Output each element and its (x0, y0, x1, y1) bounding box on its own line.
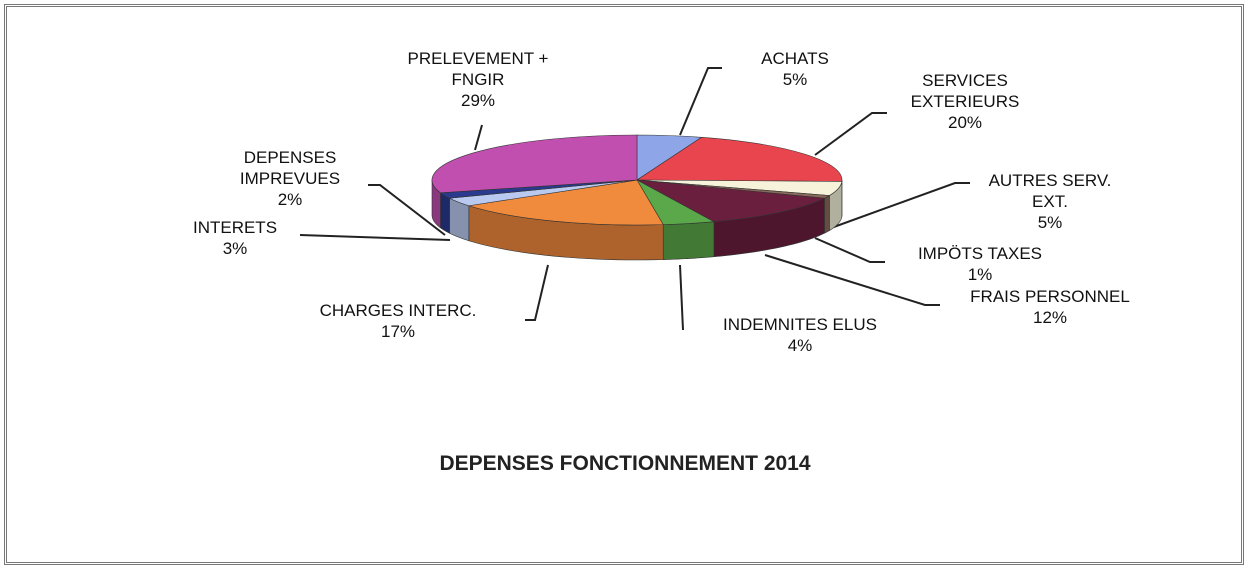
pie-slice (431, 134, 638, 194)
leader-line (764, 254, 940, 306)
slice-value: 4% (787, 336, 813, 355)
leader-lines (299, 67, 970, 331)
leader-line (525, 264, 549, 321)
leader-line (814, 112, 887, 156)
slice-label: CHARGES INTERC. 17% (298, 300, 498, 342)
chart-frame (4, 4, 1244, 565)
leader-line (679, 264, 684, 331)
slice-value: 29% (460, 91, 496, 110)
pie-slice-side (440, 192, 450, 234)
slice-name: FRAIS PERSONNEL (970, 287, 1130, 306)
slice-name: ACHATS (761, 49, 829, 68)
pie-slice-side (662, 221, 715, 260)
chart-title: DEPENSES FONCTIONNEMENT 2014 (439, 452, 811, 475)
slice-name: CHARGES INTERC. (319, 301, 477, 320)
slice-value: 5% (782, 70, 808, 89)
slice-label: AUTRES SERV. EXT. 5% (980, 170, 1120, 233)
slice-value: 3% (222, 239, 248, 258)
pie-slice (468, 179, 664, 226)
leader-line (368, 184, 446, 236)
slice-label: IMPÖTS TAXES 1% (880, 243, 1080, 285)
slice-value: 5% (1037, 213, 1063, 232)
slice-name: SERVICES EXTERIEURS (910, 71, 1020, 111)
slice-name: IMPÖTS TAXES (917, 244, 1043, 263)
leader-line (474, 124, 483, 151)
pie-slice-side (824, 195, 830, 234)
slice-name: AUTRES SERV. EXT. (988, 171, 1112, 211)
leader-line (679, 67, 722, 136)
slice-label: INTERETS 3% (165, 217, 305, 259)
leader-line (299, 234, 451, 241)
slice-label: ACHATS 5% (735, 48, 855, 90)
slice-name: PRELEVEMENT + FNGIR (407, 49, 549, 89)
slice-label: PRELEVEMENT + FNGIR 29% (398, 48, 558, 111)
slice-value: 12% (1032, 308, 1068, 327)
slice-label: INDEMNITES ELUS 4% (690, 314, 910, 356)
slice-name: INTERETS (192, 218, 278, 237)
slice-name: INDEMNITES ELUS (723, 315, 877, 334)
slice-label: FRAIS PERSONNEL 12% (940, 286, 1160, 328)
pie-slice (636, 136, 843, 182)
leader-line (814, 237, 885, 263)
slice-label: SERVICES EXTERIEURS 20% (885, 70, 1045, 133)
slice-value: 17% (380, 322, 416, 341)
slice-value: 20% (947, 113, 983, 132)
slice-name: DEPENSES IMPREVUES (239, 148, 341, 188)
slice-label: DEPENSES IMPREVUES 2% (210, 147, 370, 210)
leader-line (819, 182, 970, 233)
slice-value: 1% (967, 265, 993, 284)
slice-value: 2% (277, 190, 303, 209)
pie (431, 134, 843, 261)
pie-slice (636, 179, 826, 223)
